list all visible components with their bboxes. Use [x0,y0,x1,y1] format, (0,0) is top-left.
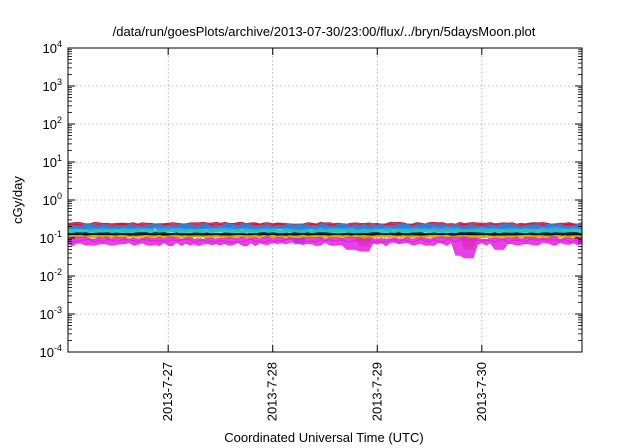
y-tick-exponent: 4 [57,39,62,49]
grid [68,48,582,352]
y-tick-exponent: 3 [57,77,62,87]
series-line-6 [67,238,583,244]
ticks [68,47,582,353]
y-tick-exponent: 2 [57,115,62,125]
y-axis-label: cGy/day [10,176,25,224]
series-line-2 [67,225,583,230]
chart-title: /data/run/goesPlots/archive/2013-07-30/2… [113,24,536,39]
series-line-4 [67,233,583,236]
x-tick-label: 2013-7-28 [265,362,280,421]
x-axis-label: Coordinated Universal Time (UTC) [224,430,423,445]
x-tick-label: 2013-7-29 [369,362,384,421]
x-tick-label: 2013-7-30 [474,362,489,421]
y-tick-exponent: -1 [54,229,62,239]
y-tick-exponent: 1 [57,153,62,163]
x-tick-labels: 2013-7-27 2013-7-28 2013-7-29 2013-7-30 [160,362,489,421]
x-tick-label: 2013-7-27 [160,362,175,421]
y-tick-exponent: 0 [57,191,62,201]
series-line-5 [67,235,582,238]
y-tick-exponent: -4 [54,343,62,353]
y-tick-exponent: -2 [54,267,62,277]
y-tick-exponent: -3 [54,305,62,315]
series-line-3 [67,229,583,233]
